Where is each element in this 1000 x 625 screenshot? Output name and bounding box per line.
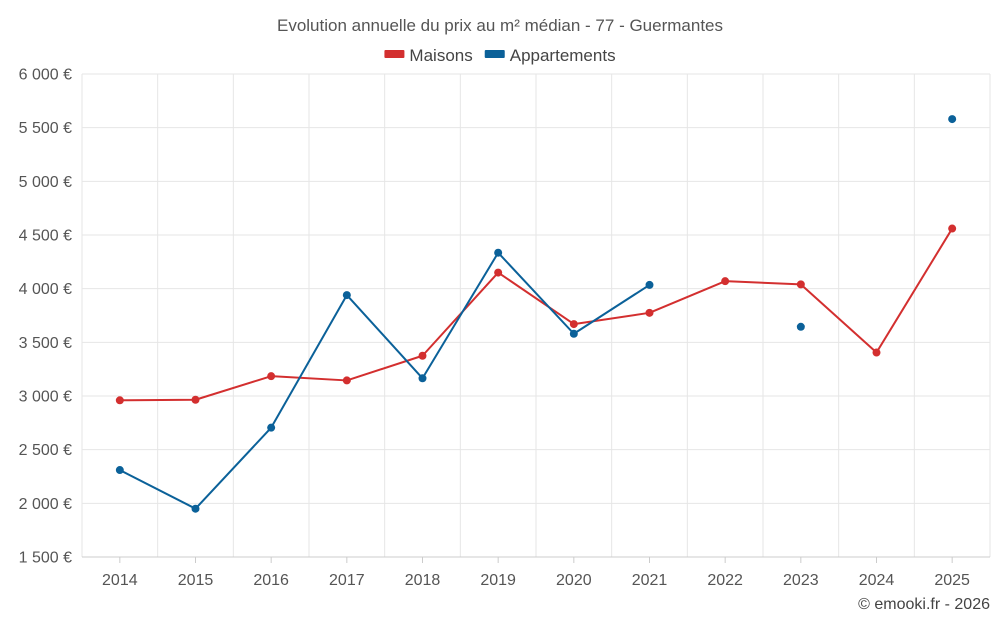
data-point-maisons-2021[interactable] [645, 308, 654, 317]
data-point-maisons-2015[interactable] [191, 395, 200, 404]
x-axis: 2014 2015 2016 2017 2018 2019 2020 2021 2022 2023… [82, 556, 990, 589]
grid-lines [81, 73, 991, 558]
data-point-maisons-2014[interactable] [115, 396, 124, 405]
y-axis: 1 500 € 2 000 € 2 500 € 3 000 € 3 500 € 4 000… [19, 67, 72, 567]
data-point-appartements-2020[interactable] [569, 329, 578, 338]
y-tick-label: 5 500 € [19, 120, 72, 137]
data-point-maisons-2025[interactable] [948, 224, 957, 233]
y-tick-label: 4 500 € [19, 228, 72, 245]
x-tick-label: 2024 [859, 572, 895, 589]
legend-item-appartements[interactable]: Appartements [484, 46, 616, 65]
y-tick-label: 2 000 € [19, 496, 72, 513]
chart-title: Evolution annuelle du prix au m² médian … [277, 16, 723, 35]
y-tick-label: 5 000 € [19, 174, 72, 191]
legend-swatch [384, 50, 405, 58]
x-tick-label: 2014 [102, 572, 138, 589]
x-tick-label: 2018 [405, 572, 441, 589]
data-point-maisons-2019[interactable] [494, 268, 503, 277]
data-point-appartements-2017[interactable] [342, 291, 351, 300]
data-point-appartements-2023[interactable] [796, 322, 805, 331]
legend-label: Maisons [409, 46, 472, 65]
data-point-maisons-2022[interactable] [721, 277, 730, 286]
legend-swatch [484, 50, 505, 58]
x-tick-label: 2022 [707, 572, 743, 589]
credit-text: © emooki.fr - 2026 [858, 596, 990, 613]
data-point-maisons-2017[interactable] [342, 376, 351, 385]
x-tick-label: 2025 [934, 572, 970, 589]
data-point-maisons-2020[interactable] [569, 320, 578, 329]
y-tick-label: 1 500 € [19, 550, 72, 567]
data-point-appartements-2014[interactable] [115, 466, 124, 475]
legend-item-maisons[interactable]: Maisons [384, 46, 473, 65]
y-tick-label: 4 000 € [19, 281, 72, 298]
data-point-maisons-2023[interactable] [796, 280, 805, 289]
x-tick-label: 2020 [556, 572, 592, 589]
series-line-maisons [119, 228, 954, 402]
x-tick-label: 2015 [178, 572, 214, 589]
series-line-appartements [119, 251, 651, 510]
x-tick-label: 2016 [253, 572, 289, 589]
data-point-maisons-2018[interactable] [418, 351, 427, 360]
x-tick-label: 2021 [632, 572, 668, 589]
series-appartements [115, 115, 957, 513]
data-point-appartements-2025[interactable] [948, 115, 957, 124]
x-tick-label: 2023 [783, 572, 819, 589]
x-tick-label: 2017 [329, 572, 365, 589]
y-tick-label: 2 500 € [19, 442, 72, 459]
data-point-maisons-2024[interactable] [872, 348, 881, 357]
legend: Maisons Appartements [384, 46, 616, 65]
legend-label: Appartements [510, 46, 616, 65]
data-point-appartements-2019[interactable] [494, 248, 503, 257]
y-tick-label: 6 000 € [19, 67, 72, 84]
data-point-appartements-2015[interactable] [191, 504, 200, 513]
data-point-appartements-2021[interactable] [645, 280, 654, 289]
y-tick-label: 3 000 € [19, 389, 72, 406]
series-layer [115, 115, 957, 513]
x-tick-label: 2019 [480, 572, 516, 589]
data-point-appartements-2016[interactable] [267, 423, 276, 432]
series-maisons [115, 224, 957, 405]
data-point-maisons-2016[interactable] [267, 372, 276, 381]
data-point-appartements-2018[interactable] [418, 374, 427, 383]
y-tick-label: 3 500 € [19, 335, 72, 352]
